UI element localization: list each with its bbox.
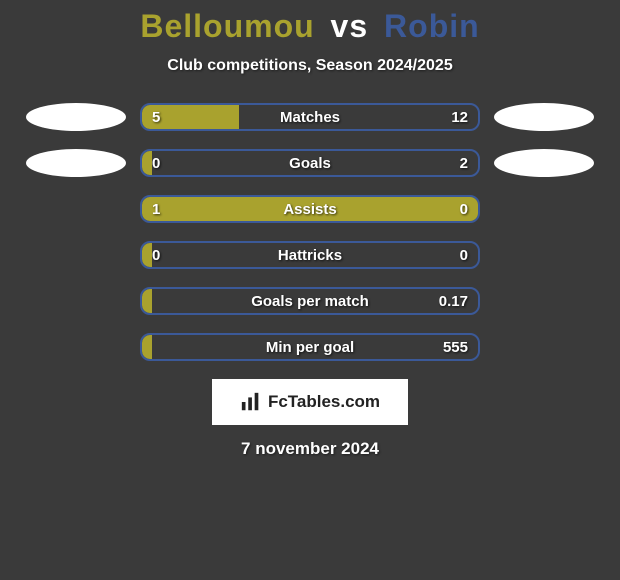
source-logo: FcTables.com: [212, 379, 408, 425]
stat-bar: 5Matches12: [140, 103, 480, 131]
stat-row: Min per goal555: [0, 333, 620, 361]
stats-list: 5Matches120Goals21Assists00Hattricks0Goa…: [0, 103, 620, 361]
player1-chip: [26, 103, 126, 131]
title-player1: Belloumou: [140, 8, 314, 44]
stat-value-right: 0.17: [439, 289, 468, 313]
comparison-infographic: Belloumou vs Robin Club competitions, Se…: [0, 0, 620, 459]
stat-value-right: 2: [460, 151, 468, 175]
stat-row: 1Assists0: [0, 195, 620, 223]
player2-chip: [494, 103, 594, 131]
stat-bar: Goals per match0.17: [140, 287, 480, 315]
stat-row: 0Goals2: [0, 149, 620, 177]
stat-row: 0Hattricks0: [0, 241, 620, 269]
player1-chip: [26, 149, 126, 177]
stat-name: Min per goal: [142, 335, 478, 359]
source-logo-text: FcTables.com: [268, 392, 380, 412]
stat-row: Goals per match0.17: [0, 287, 620, 315]
stat-bar: 1Assists0: [140, 195, 480, 223]
stat-name: Assists: [142, 197, 478, 221]
date-label: 7 november 2024: [0, 439, 620, 459]
stat-bar: Min per goal555: [140, 333, 480, 361]
title-player2: Robin: [384, 8, 480, 44]
title-vs: vs: [331, 8, 369, 44]
subtitle: Club competitions, Season 2024/2025: [0, 57, 620, 75]
stat-bar: 0Hattricks0: [140, 241, 480, 269]
title: Belloumou vs Robin: [0, 8, 620, 45]
chart-icon: [240, 391, 262, 413]
stat-name: Goals: [142, 151, 478, 175]
stat-bar: 0Goals2: [140, 149, 480, 177]
stat-value-right: 555: [443, 335, 468, 359]
stat-value-right: 0: [460, 243, 468, 267]
stat-value-right: 12: [451, 105, 468, 129]
stat-name: Matches: [142, 105, 478, 129]
stat-name: Hattricks: [142, 243, 478, 267]
stat-value-right: 0: [460, 197, 468, 221]
player2-chip: [494, 149, 594, 177]
stat-row: 5Matches12: [0, 103, 620, 131]
stat-name: Goals per match: [142, 289, 478, 313]
